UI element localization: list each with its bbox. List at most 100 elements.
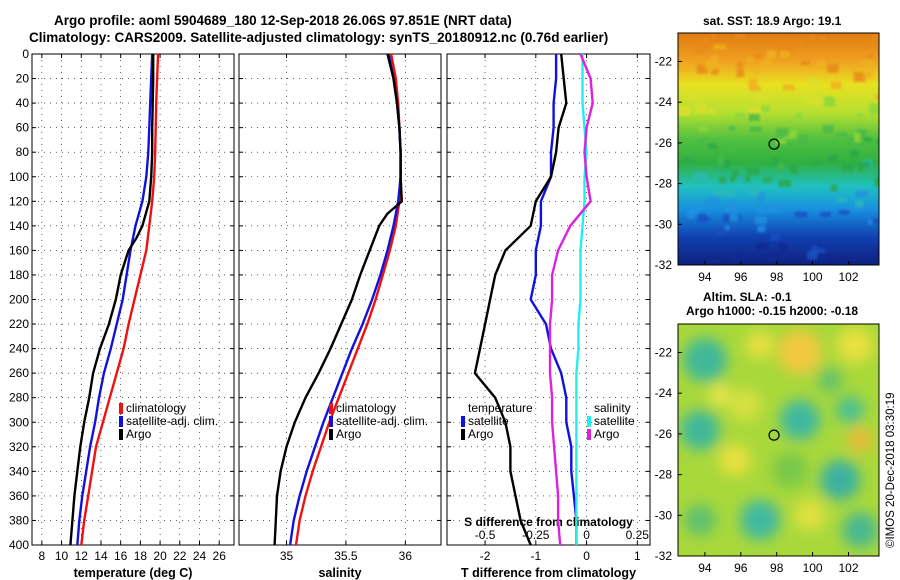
sst-pixel [874, 177, 879, 188]
sst-pixel [713, 189, 725, 196]
sst-pixel [856, 112, 864, 118]
x-tick-label: 14 [94, 549, 108, 563]
sst-pixel [789, 38, 798, 44]
y-tick-label: 200 [9, 293, 29, 307]
map-y-tick-label: -32 [655, 549, 673, 563]
sst-pixel [776, 163, 784, 170]
x-tick-label: 1 [634, 549, 641, 563]
sst-pixel [757, 225, 766, 233]
map-x-tick-label: 94 [698, 561, 712, 575]
diff-legend-swatch-t-satellite [461, 416, 465, 427]
y-tick-label: 240 [9, 342, 29, 356]
sst-pixel [820, 256, 829, 263]
sst-pixel [798, 39, 805, 46]
sst-map [678, 33, 879, 265]
y-tick-label: 0 [22, 47, 29, 61]
sal-legend-label-satellite: satellite-adj. clim. [336, 414, 428, 428]
legend-label-climatology: climatology [126, 401, 186, 415]
sst-pixel [749, 126, 762, 133]
map-x-tick-label: 96 [734, 561, 748, 575]
series-line-t-satellite [529, 54, 578, 545]
diff-legend-title-salinity: salinity [594, 401, 631, 415]
sst-pixel [789, 164, 798, 174]
sla-anomaly-blob [794, 499, 826, 531]
sal-legend-label-climatology: climatology [336, 401, 396, 415]
sst-pixel [875, 94, 879, 101]
sla-anomaly-blob [837, 327, 873, 363]
sst-pixel [748, 113, 761, 122]
y-tick-label: 400 [9, 538, 29, 552]
sst-pixel [779, 51, 790, 58]
sst-pixel [754, 54, 762, 59]
map-y-tick-label: -26 [655, 136, 673, 150]
temperature-panel: 0 20 40 60 80 100 120 140 160 180 200 220 240 260 280 3… [9, 47, 235, 580]
sst-pixel [855, 142, 866, 149]
map-y-tick-label: -28 [655, 177, 673, 191]
x-tick-label: 16 [114, 549, 128, 563]
sst-pixel [865, 40, 879, 46]
sst-pixel [736, 253, 743, 260]
sst-pixel [756, 207, 766, 214]
map-y-tick-label: -26 [655, 427, 673, 441]
sst-pixel [827, 155, 838, 162]
sst-pixel [714, 227, 726, 236]
sst-pixel [710, 64, 721, 69]
sst-pixel [736, 176, 746, 183]
sst-pixel [756, 90, 769, 101]
map-x-tick-label: 102 [838, 270, 858, 284]
sst-pixel [707, 258, 719, 264]
sst-pixel [748, 78, 758, 88]
sst-pixel [699, 143, 705, 153]
sst-pixel [854, 132, 861, 143]
sst-pixel [814, 248, 826, 253]
map-x-tick-label: 94 [698, 270, 712, 284]
sst-pixel [778, 179, 792, 187]
sal-legend-swatch-argo [329, 429, 333, 440]
sst-pixel [820, 212, 831, 217]
sst-pixel [795, 211, 808, 218]
sst-pixel [814, 159, 821, 166]
x-tick-label: 22 [173, 549, 187, 563]
sst-pixel [682, 157, 694, 163]
sst-pixel [689, 92, 699, 100]
y-tick-label: 360 [9, 489, 29, 503]
diff-legend-title-temperature: temperature [468, 401, 533, 415]
sst-pixel [678, 106, 691, 117]
sst-pixel [679, 116, 688, 122]
sst-pixel [749, 185, 761, 196]
diff-legend-label-t-argo: Argo [468, 427, 494, 441]
sst-pixel [724, 159, 732, 169]
sla-anomaly-blob [740, 500, 780, 540]
sst-pixel [695, 103, 707, 114]
sla-anomaly-blob [719, 444, 751, 476]
sst-pixel [853, 71, 866, 82]
sst-pixel [740, 89, 750, 95]
sla-anomaly-blob [710, 385, 730, 405]
sla-map [678, 324, 879, 556]
sst-pixel [870, 108, 879, 116]
sst-pixel [723, 214, 730, 223]
sst-pixel [718, 155, 724, 166]
diff-legend-label-t-satellite: satellite [468, 414, 509, 428]
sla-anomaly-blob [778, 330, 822, 374]
map-frame [677, 32, 880, 266]
x-tick-label: 20 [153, 549, 167, 563]
sst-pixel [697, 213, 707, 223]
sla-anomaly-blob [683, 338, 727, 382]
sst-pixel [762, 177, 772, 183]
sst-pixel [748, 107, 762, 116]
sst-pixel [830, 184, 838, 192]
sst-pixel [735, 33, 746, 39]
sst-pixel [827, 63, 839, 73]
x-axis-label: T difference from climatology [461, 566, 636, 580]
difference-legend-salinity: salinity satellite Argo [587, 401, 635, 441]
altimetry-title-2: Argo h1000: -0.15 h2000: -0.18 [686, 304, 858, 318]
y-tick-label: 380 [9, 513, 29, 527]
sst-pixel [728, 214, 739, 221]
sst-pixel [710, 55, 719, 63]
sst-pixel [862, 60, 873, 65]
float-position-marker [768, 429, 780, 441]
map-x-tick-label: 102 [838, 561, 858, 575]
sla-anomaly-blob [746, 331, 774, 359]
